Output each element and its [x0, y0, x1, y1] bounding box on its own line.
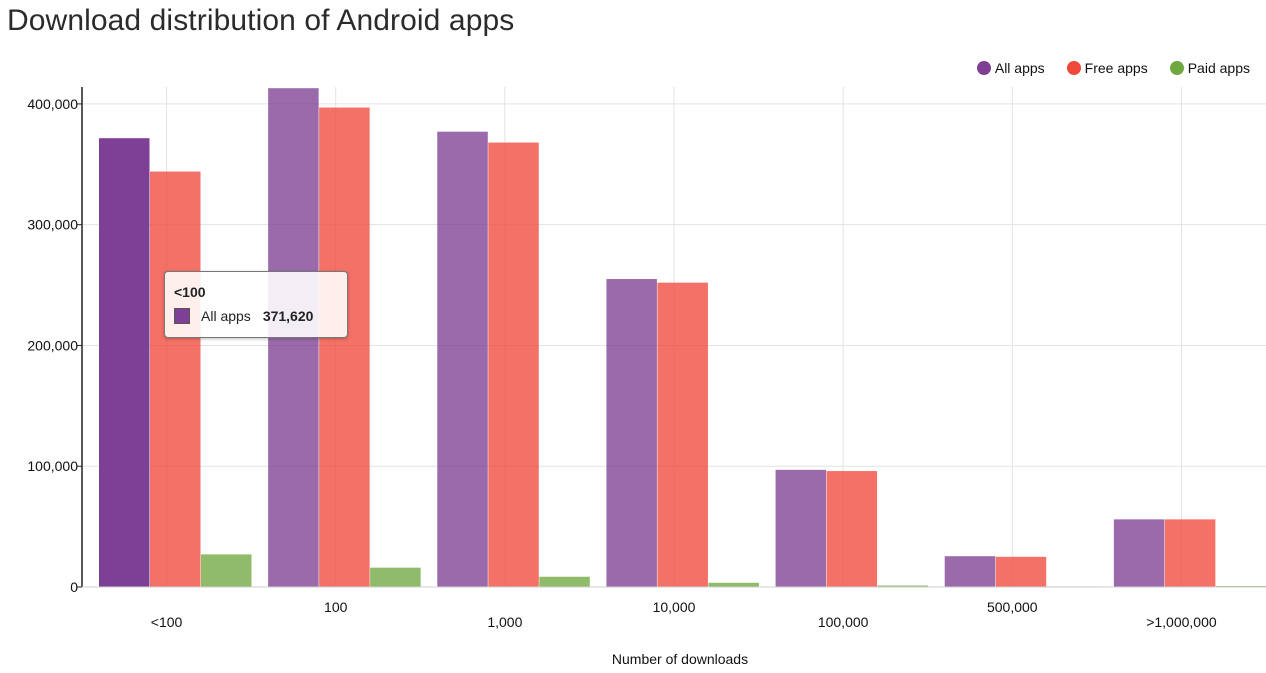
bar-paid-apps [539, 576, 590, 587]
tooltip-swatch-icon [174, 308, 190, 324]
bar-paid-apps [201, 554, 252, 587]
bar-paid-apps [877, 585, 929, 587]
bar-free-apps [826, 471, 878, 587]
x-axis-title: Number of downloads [612, 651, 748, 667]
y-tick-labels: 0 100,000 200,000 300,000 400,000 [27, 96, 82, 595]
bar-all-apps [606, 279, 657, 587]
x-tick-labels: <100 100 1,000 10,000 100,000 500,000 >1,000,0… [151, 599, 1217, 630]
bar-paid-apps [708, 582, 759, 587]
chart-title: Download distribution of Android apps [7, 4, 515, 37]
axes [81, 87, 1266, 588]
bar-free-apps [150, 171, 201, 587]
legend-dot-icon [1169, 61, 1184, 75]
x-tick-label: 10,000 [653, 599, 696, 615]
y-tick-label: 200,000 [27, 337, 78, 353]
legend-label: Free apps [1084, 60, 1148, 76]
legend-dot-icon [976, 61, 991, 75]
bar-free-apps [995, 556, 1047, 587]
y-tick-label: 300,000 [27, 217, 78, 233]
x-tick-label: 500,000 [987, 599, 1038, 615]
y-tick-label: 400,000 [27, 96, 78, 112]
bar-all-apps [99, 138, 150, 587]
bar-all-apps [437, 131, 488, 588]
bar-free-apps [319, 107, 370, 587]
x-tick-label: 100,000 [818, 614, 869, 630]
y-tick-label: 100,000 [27, 458, 78, 474]
legend-item-paid-apps[interactable]: Paid apps [1169, 60, 1250, 76]
bar-all-apps [775, 469, 827, 587]
x-tick-label: >1,000,000 [1146, 614, 1217, 630]
tooltip: <100 All apps 371,620 [164, 271, 348, 338]
legend-dot-icon [1066, 61, 1081, 75]
tooltip-value: 371,620 [262, 308, 314, 324]
y-tick-label: 0 [70, 579, 78, 595]
tooltip-row: All apps 371,620 [174, 308, 313, 324]
tooltip-title: <100 [174, 284, 206, 300]
legend-item-free-apps[interactable]: Free apps [1066, 60, 1148, 76]
legend-item-all-apps[interactable]: All apps [976, 60, 1045, 76]
legend: All apps Free apps Paid apps [976, 60, 1250, 76]
x-tick-label: 100 [324, 599, 348, 615]
legend-label: Paid apps [1187, 60, 1250, 76]
x-tick-label: <100 [151, 614, 183, 630]
bar-free-apps [488, 142, 539, 588]
bar-free-apps [1164, 519, 1216, 587]
bars [99, 88, 1266, 588]
bar-free-apps [657, 282, 708, 587]
bar-all-apps [1113, 519, 1165, 587]
bar-all-apps [944, 556, 996, 587]
x-tick-label: 1,000 [487, 614, 522, 630]
tooltip-series-label: All apps [201, 308, 251, 324]
bar-paid-apps [370, 567, 421, 587]
legend-label: All apps [994, 60, 1045, 76]
